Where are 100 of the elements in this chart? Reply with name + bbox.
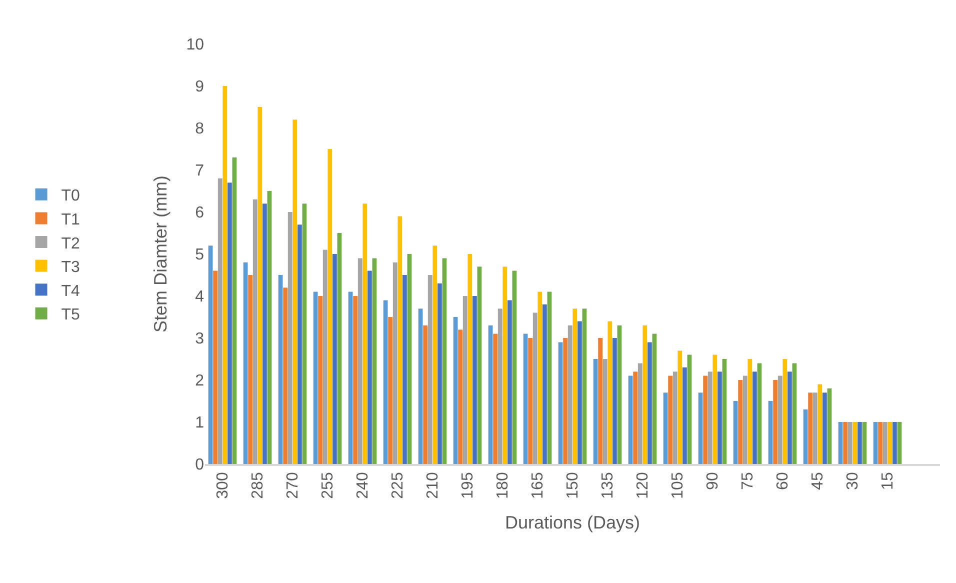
legend-label: T0 [61, 188, 80, 205]
x-axis-title: Durations (Days) [504, 512, 640, 532]
x-tick-label: 135 [600, 472, 617, 499]
bar [803, 409, 808, 464]
bar [372, 258, 377, 464]
x-tick-label: 120 [634, 472, 652, 499]
bar [857, 422, 862, 464]
x-tick-label: 255 [320, 472, 337, 499]
bar [523, 334, 528, 464]
bar [672, 372, 678, 464]
bar [897, 422, 902, 464]
bar [682, 367, 687, 464]
bar [208, 246, 213, 464]
x-tick-label: 195 [460, 472, 477, 499]
bar [322, 250, 328, 464]
y-tick-label: 4 [195, 288, 204, 306]
bar [558, 342, 563, 464]
bar [547, 292, 552, 464]
bar [712, 354, 718, 464]
bar [532, 312, 538, 464]
bar [542, 304, 547, 464]
bar [262, 204, 267, 464]
y-tick-label: 8 [195, 120, 204, 138]
bar [418, 308, 423, 464]
bar [848, 422, 852, 464]
bar [733, 401, 738, 464]
bar [563, 338, 568, 464]
bar [462, 296, 468, 464]
y-tick-label: 7 [195, 162, 204, 180]
legend-label: T2 [61, 235, 80, 252]
x-tick-label: 75 [740, 472, 757, 490]
bar [717, 372, 722, 464]
bar [428, 275, 432, 464]
bar [258, 107, 262, 464]
bar [862, 422, 867, 464]
bar [328, 149, 332, 464]
bar [708, 372, 712, 464]
bar [402, 275, 407, 464]
bar [398, 216, 402, 464]
bar [453, 317, 458, 464]
y-tick-label: 10 [186, 36, 204, 54]
bar [738, 380, 743, 464]
x-tick-label: 30 [844, 472, 862, 490]
bar [302, 204, 307, 464]
bar [663, 392, 668, 464]
legend-label: T5 [61, 306, 80, 324]
bar [528, 338, 533, 464]
bar [313, 292, 318, 464]
x-tick-label: 150 [564, 472, 582, 499]
bar [502, 266, 508, 464]
bar [698, 392, 703, 464]
bar [647, 342, 652, 464]
x-tick-label: 180 [494, 472, 512, 499]
x-tick-label: 270 [284, 472, 302, 499]
y-tick-label: 2 [195, 372, 204, 390]
bar [437, 283, 442, 464]
bar [582, 308, 587, 464]
bar [222, 86, 228, 464]
bar [752, 372, 757, 464]
bar [488, 325, 493, 464]
bar [678, 350, 682, 464]
bar [822, 392, 827, 464]
y-axis-title: Stem Diamter (mm) [150, 176, 170, 332]
bar [512, 270, 517, 464]
legend-label: T3 [61, 259, 80, 276]
bar [768, 401, 773, 464]
bar [652, 334, 657, 464]
bar [252, 199, 258, 464]
x-tick-label: 90 [704, 472, 722, 490]
x-tick-label: 225 [390, 472, 407, 499]
bar [843, 422, 848, 464]
bar [617, 325, 622, 464]
bar [337, 233, 342, 464]
bar [407, 254, 412, 464]
bar [383, 300, 388, 464]
bar [348, 292, 353, 464]
y-tick-label: 3 [195, 330, 204, 348]
bar [612, 338, 617, 464]
bar [642, 325, 648, 464]
bar [367, 270, 372, 464]
bar [227, 182, 232, 464]
bar [778, 376, 782, 464]
bar [852, 422, 858, 464]
bar [818, 384, 822, 464]
bar [572, 308, 578, 464]
x-tick-label: 45 [810, 472, 827, 490]
bar [362, 204, 368, 464]
x-tick-label: 60 [774, 472, 792, 490]
bar [888, 422, 892, 464]
bar [477, 266, 482, 464]
bar [498, 308, 502, 464]
bar [297, 224, 302, 464]
bar [757, 363, 762, 464]
bar [722, 359, 727, 464]
bar [878, 422, 883, 464]
bar [458, 330, 463, 464]
bar [568, 325, 572, 464]
bar [232, 157, 237, 464]
bar [792, 363, 797, 464]
bar [608, 321, 612, 464]
